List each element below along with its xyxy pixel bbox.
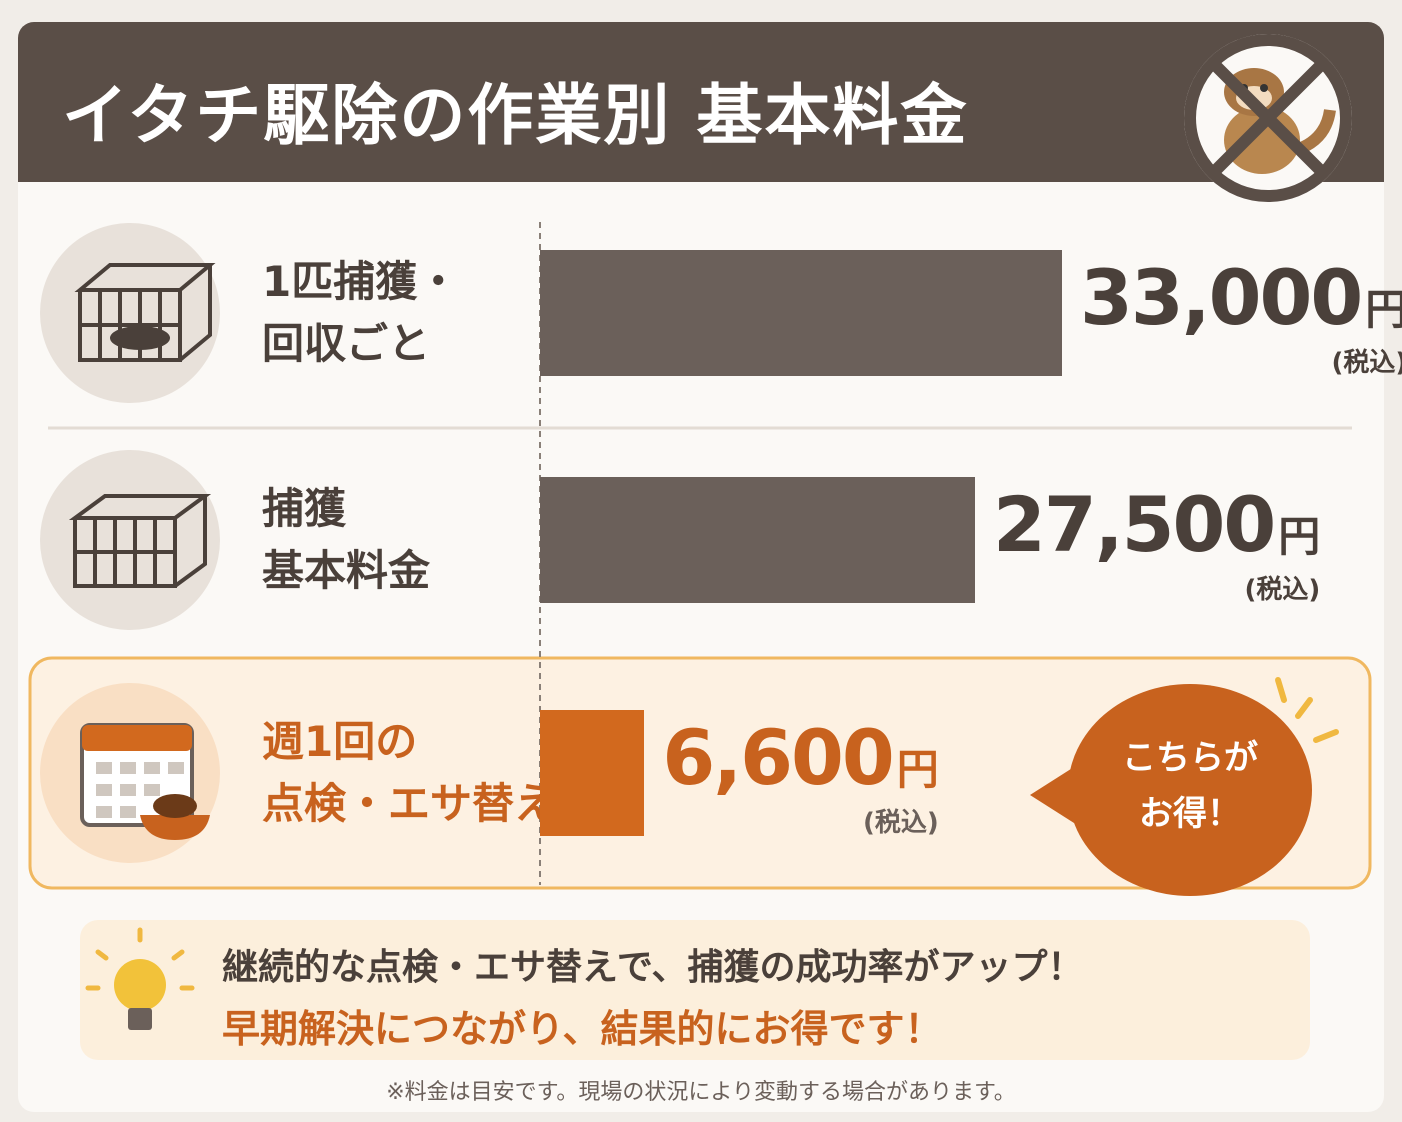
- tax-note: (税込): [1331, 348, 1402, 378]
- tip-line: 継続的な点検・エサ替えで、捕獲の成功率がアップ！: [222, 947, 1084, 988]
- bar: [540, 250, 1062, 376]
- tax-note: (税込): [863, 808, 939, 838]
- value-group: 33,000円 (税込): [1080, 253, 1402, 379]
- value-row: 33,000円: [1080, 253, 1402, 342]
- value-group: 27,500円 (税込): [993, 480, 1320, 606]
- chart-title: イタチ駆除の作業別 基本料金: [62, 77, 969, 154]
- callout: こちらが お得！: [1122, 738, 1258, 834]
- tax-note: (税込): [1244, 575, 1321, 605]
- value-row: 27,500円: [993, 480, 1320, 569]
- bar: [540, 710, 645, 836]
- unit: 円: [1365, 285, 1402, 334]
- bar: [540, 477, 975, 603]
- value-group: 6,600円 (税込): [662, 713, 938, 839]
- unit: 円: [896, 745, 939, 794]
- category-label: 捕獲 基本料金: [262, 484, 431, 595]
- value-row: 6,600円: [662, 713, 938, 802]
- value-label: 6,600: [662, 713, 894, 802]
- footnote: ※料金は目安です。現場の状況により変動する場合があります。: [386, 1080, 1016, 1105]
- value-label: 33,000: [1080, 253, 1363, 342]
- header: [18, 22, 1384, 182]
- category-label: 週1回の 点検・エサ替え: [262, 717, 557, 828]
- category-label: 1匹捕獲・ 回収ごと: [262, 257, 460, 368]
- tip-line: 早期解決につながり、結果的にお得です！: [222, 1007, 943, 1051]
- value-label: 27,500: [993, 480, 1276, 569]
- unit: 円: [1278, 512, 1321, 561]
